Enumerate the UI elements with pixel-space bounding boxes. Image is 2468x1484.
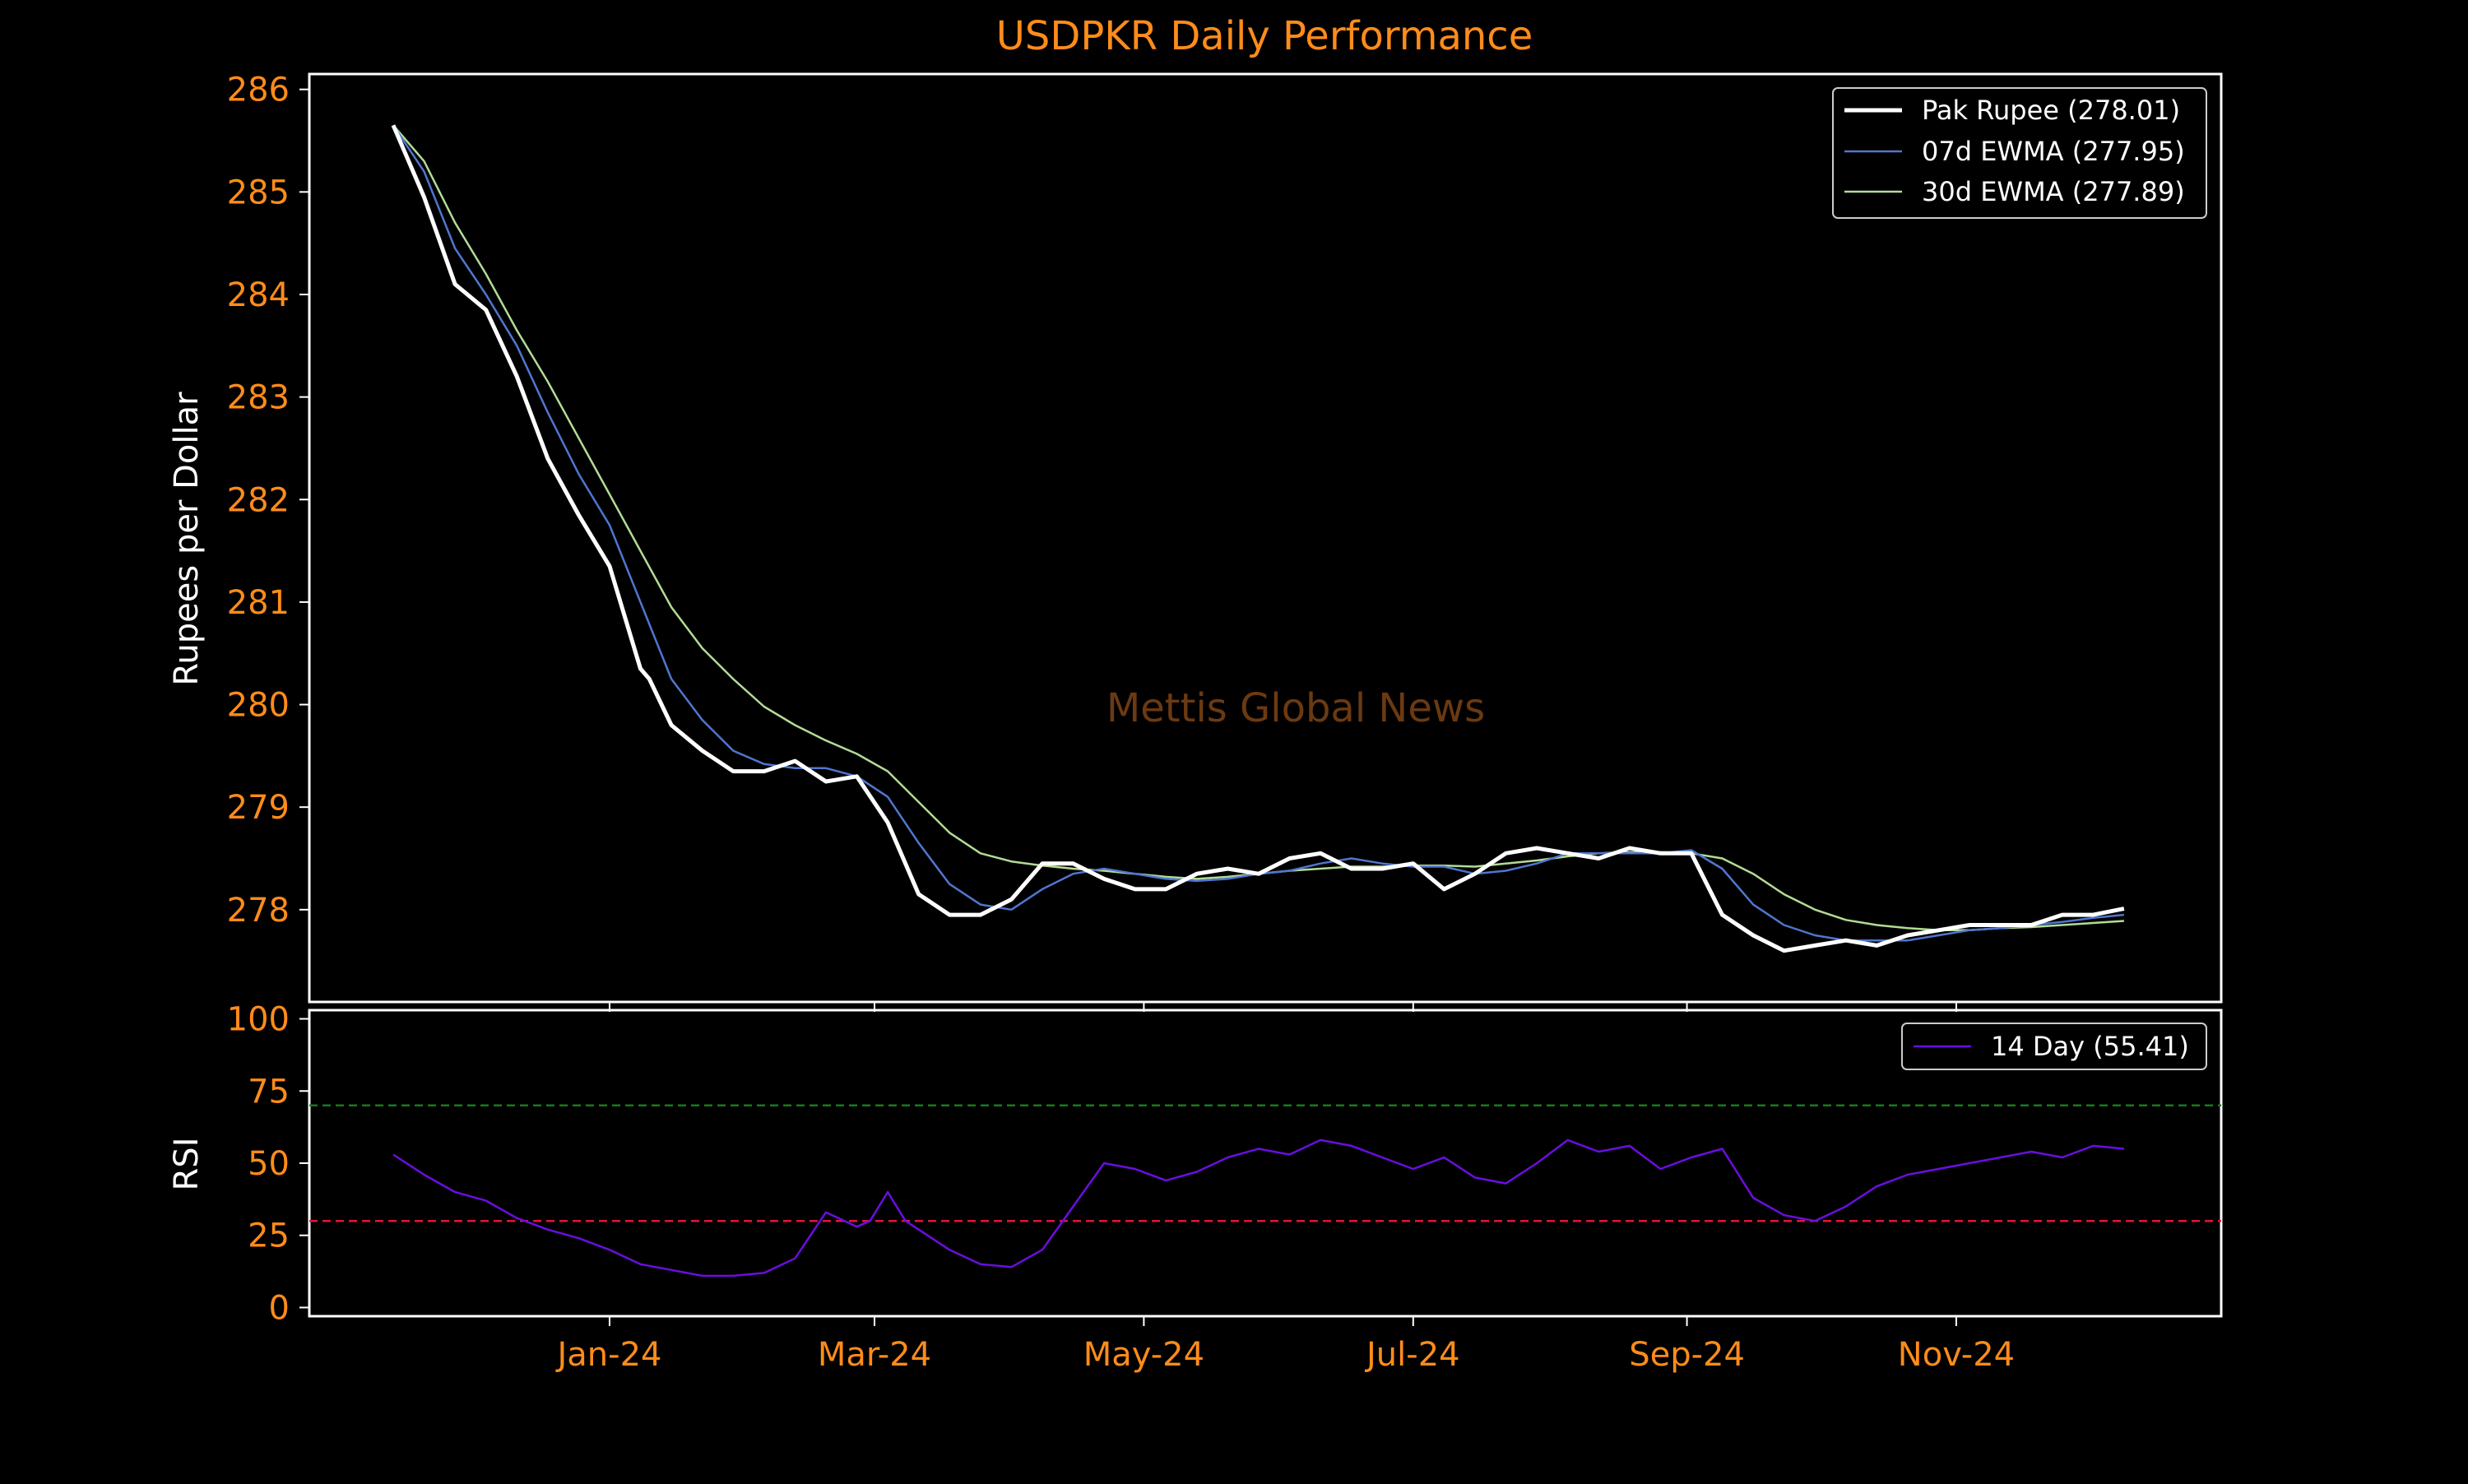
price-y-axis-label: Rupees per Dollar [168, 392, 206, 686]
price-legend: Pak Rupee (278.01) 07d EWMA (277.95) 30d… [1832, 87, 2207, 219]
price-y-tick-label: 284 [227, 276, 290, 314]
rsi-y-tick-label: 75 [248, 1073, 290, 1111]
legend-label-pak-rupee: Pak Rupee (278.01) [1922, 95, 2180, 126]
rsi-legend-box [1901, 1023, 2207, 1070]
x-tick-label: Sep-24 [1629, 1336, 1745, 1374]
x-tick-label: May-24 [1083, 1336, 1204, 1374]
price-line-pak-rupee [391, 124, 2125, 953]
x-tick-label: Jul-24 [1364, 1336, 1460, 1374]
legend-label-14-day: 14 Day (55.41) [1991, 1031, 2189, 1062]
price-y-tick-label: 278 [227, 892, 290, 930]
price-y-tick-label: 285 [227, 174, 290, 211]
price-y-tick-label: 286 [227, 72, 290, 109]
watermark-text: Mettis Global News [1106, 685, 1485, 731]
chart-title: USDPKR Daily Performance [996, 13, 1533, 59]
rsi-y-tick-label: 50 [248, 1145, 290, 1183]
price-y-tick-label: 283 [227, 379, 290, 417]
rsi-y-tick-label: 100 [227, 1001, 290, 1039]
price-panel-frame [308, 72, 2223, 1004]
price-y-tick-label: 282 [227, 481, 290, 519]
legend-label-30d-ewma: 30d EWMA (277.89) [1922, 176, 2185, 207]
rsi-line-14-day [392, 1139, 2125, 1278]
x-tick-label: Nov-24 [1898, 1336, 2015, 1374]
price-y-tick-label: 279 [227, 789, 290, 827]
rsi-y-tick-label: 0 [269, 1289, 290, 1327]
x-tick-label: Mar-24 [818, 1336, 931, 1374]
rsi-y-axis-label: RSI [168, 1138, 206, 1191]
x-tick-label: Jan-24 [554, 1336, 661, 1374]
price-legend-box [1832, 87, 2207, 219]
price-y-tick-label: 280 [227, 687, 290, 725]
price-y-tick-label: 281 [227, 584, 290, 622]
legend-label-07d-ewma: 07d EWMA (277.95) [1922, 136, 2185, 167]
rsi-legend: 14 Day (55.41) [1901, 1023, 2207, 1070]
rsi-y-tick-label: 25 [248, 1217, 290, 1255]
